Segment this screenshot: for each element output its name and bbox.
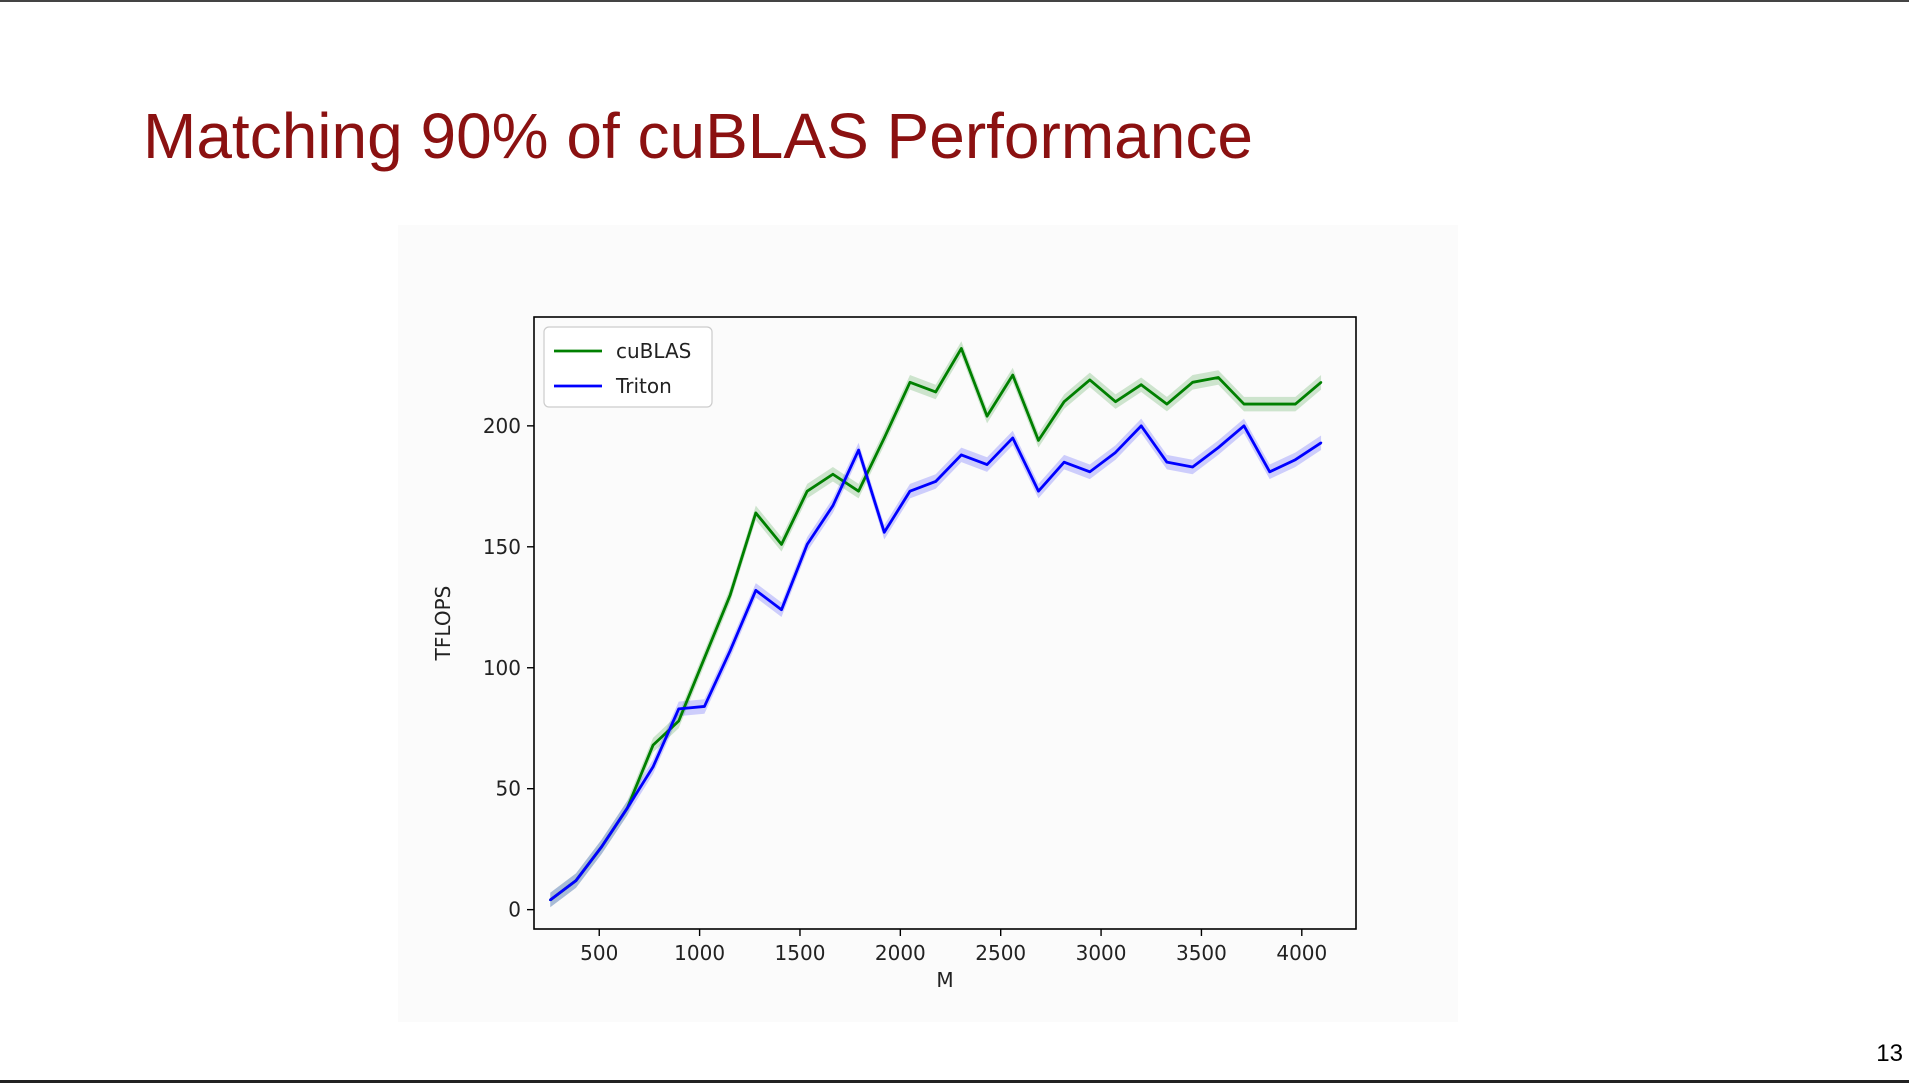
cublas-point <box>805 489 809 493</box>
legend-label-cublas: cuBLAS <box>616 339 691 363</box>
cublas-point <box>1037 439 1040 442</box>
confidence-bands <box>550 341 1322 908</box>
cublas-point <box>1114 400 1117 403</box>
cublas-point <box>985 414 989 418</box>
x-axis-ticks: 500 1000 1500 2000 2500 3000 3500 4000 <box>580 929 1327 965</box>
triton-point <box>549 898 552 902</box>
cublas-point <box>1140 383 1143 386</box>
triton-point <box>831 504 835 507</box>
cublas-point <box>677 719 680 723</box>
triton-point <box>1242 424 1246 428</box>
y-tick-label: 150 <box>483 535 521 559</box>
x-tick-label: 4000 <box>1276 941 1327 965</box>
x-tick-label: 3500 <box>1176 941 1227 965</box>
x-axis-label: M <box>936 968 953 992</box>
cublas-point <box>1191 381 1194 384</box>
triton-point <box>626 806 629 810</box>
cublas-point <box>651 743 655 747</box>
x-tick-label: 2500 <box>975 941 1026 965</box>
cublas-point <box>883 436 886 440</box>
y-axis-ticks: 0 50 100 150 200 <box>483 414 534 922</box>
triton-point <box>1191 465 1194 469</box>
triton-point <box>1268 470 1271 474</box>
slide-title: Matching 90% of cuBLAS Performance <box>143 100 1253 172</box>
cublas-point <box>1088 378 1092 382</box>
triton-band <box>550 418 1322 908</box>
cublas-point <box>1217 376 1220 379</box>
triton-point <box>1319 441 1323 444</box>
cublas-point <box>857 489 860 493</box>
triton-point <box>1088 470 1092 474</box>
chart-area: 500 1000 1500 2000 2500 3000 3500 4000 0 50 100 15… <box>398 225 1458 1022</box>
triton-point <box>985 463 989 466</box>
series-lines <box>549 347 1323 902</box>
cublas-point <box>754 511 758 515</box>
triton-point <box>857 448 860 452</box>
triton-point <box>805 543 809 546</box>
plot-frame <box>533 316 1357 930</box>
cublas-point <box>728 593 732 597</box>
cublas-point <box>1011 373 1014 377</box>
triton-point <box>908 489 912 493</box>
triton-point <box>960 453 963 457</box>
cublas-point <box>1268 402 1271 406</box>
cublas-line <box>549 347 1322 902</box>
x-tick-label: 2000 <box>875 941 926 965</box>
y-tick-label: 200 <box>483 414 521 438</box>
triton-point <box>600 845 603 848</box>
cublas-point <box>960 347 963 350</box>
top-rule <box>0 0 1909 2</box>
y-tick-label: 50 <box>496 777 521 801</box>
cublas-point <box>831 473 835 476</box>
legend: cuBLAS Triton <box>543 326 713 408</box>
cublas-point <box>703 656 706 660</box>
triton-point <box>1140 424 1143 428</box>
triton-point <box>1062 460 1066 464</box>
page-number: 13 <box>1876 1040 1903 1067</box>
x-tick-label: 500 <box>580 941 618 965</box>
triton-line <box>549 424 1322 902</box>
cublas-point <box>1319 381 1323 384</box>
line-chart: 500 1000 1500 2000 2500 3000 3500 4000 0 50 100 15… <box>431 316 1357 992</box>
cublas-band <box>550 341 1322 908</box>
bottom-rule <box>0 1080 1909 1083</box>
legend-label-triton: Triton <box>615 374 672 398</box>
triton-point <box>651 765 655 769</box>
y-axis-label: TFLOPS <box>431 586 455 662</box>
y-tick-label: 0 <box>508 898 521 922</box>
triton-point <box>1165 460 1169 464</box>
cublas-point <box>1294 402 1297 406</box>
triton-point <box>703 705 706 708</box>
triton-point <box>1011 436 1014 440</box>
triton-point <box>677 707 680 711</box>
triton-point <box>728 649 732 653</box>
triton-point <box>934 480 937 483</box>
triton-point <box>754 589 758 592</box>
cublas-point <box>780 543 783 546</box>
triton-point <box>1037 489 1040 493</box>
y-tick-label: 100 <box>483 656 521 680</box>
x-tick-label: 1500 <box>775 941 826 965</box>
cublas-point <box>934 390 937 394</box>
x-tick-label: 3000 <box>1076 941 1127 965</box>
cublas-point <box>908 381 912 384</box>
triton-point <box>780 608 783 611</box>
triton-point <box>1294 458 1297 461</box>
cublas-point <box>1165 402 1169 406</box>
cublas-point <box>1062 400 1066 403</box>
triton-point <box>1114 451 1117 454</box>
triton-point <box>1217 446 1220 449</box>
x-tick-label: 1000 <box>674 941 725 965</box>
triton-point <box>574 879 578 882</box>
triton-point <box>883 531 886 534</box>
cublas-point <box>1242 402 1246 406</box>
